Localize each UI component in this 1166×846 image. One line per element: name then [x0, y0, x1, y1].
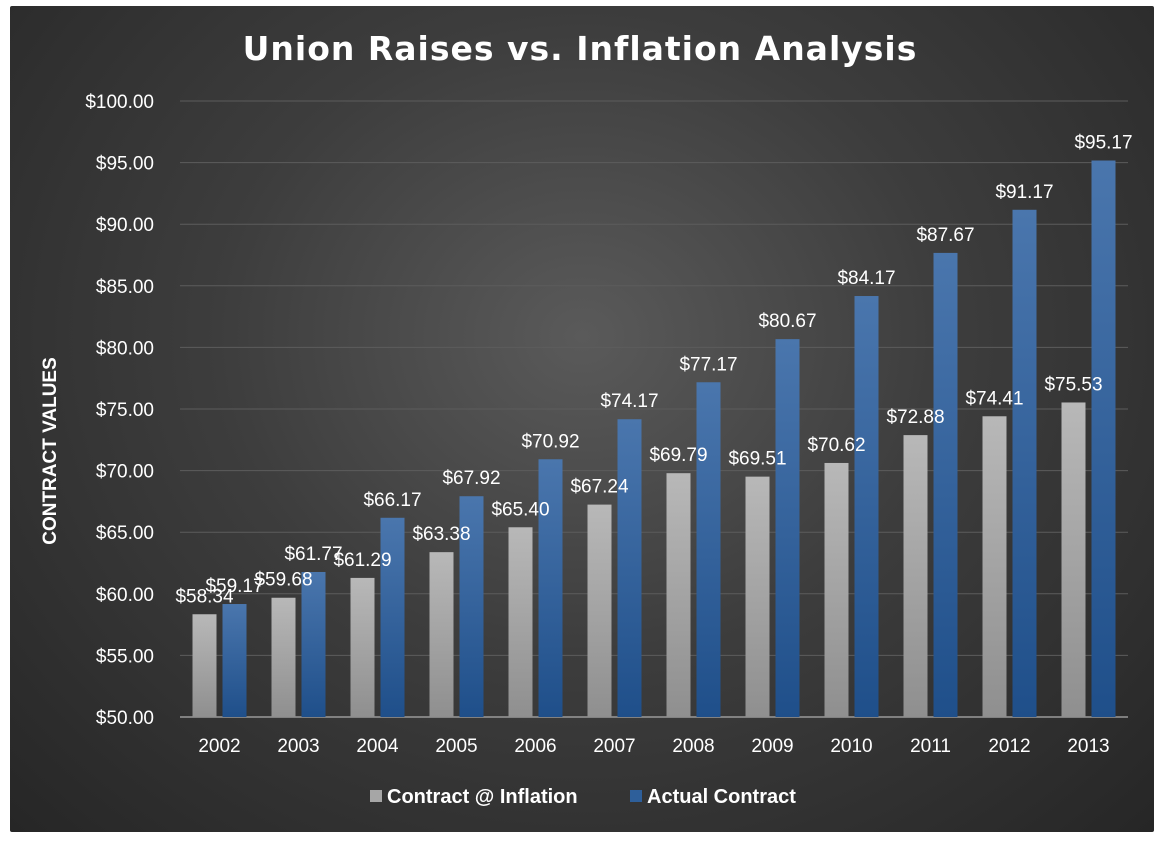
x-tick-label: 2007	[593, 736, 635, 757]
x-tick-label: 2013	[1067, 736, 1109, 757]
chart-frame: Union Raises vs. Inflation Analysis CONT…	[10, 6, 1154, 832]
data-label-contract-at-inflation: $63.38	[412, 524, 470, 545]
x-tick-label: 2006	[514, 736, 556, 757]
bar-actual-contract	[222, 604, 247, 717]
bar-actual-contract	[933, 252, 958, 718]
bar-contract-at-inflation	[745, 476, 770, 717]
bar-actual-contract	[301, 571, 326, 717]
data-label-contract-at-inflation: $59.68	[254, 570, 312, 591]
bar-actual-contract	[459, 496, 484, 717]
gridlines	[180, 100, 1128, 718]
bar-chart: Union Raises vs. Inflation Analysis CONT…	[40, 29, 1133, 808]
y-tick-label: $60.00	[96, 585, 154, 606]
bar-actual-contract	[380, 517, 405, 717]
bar-actual-contract	[617, 419, 642, 717]
y-tick-label: $80.00	[96, 338, 154, 359]
data-label-contract-at-inflation: $74.41	[965, 388, 1023, 409]
legend-label-actual-contract: Actual Contract	[647, 786, 796, 808]
x-tick-label: 2004	[356, 736, 399, 757]
y-tick-label: $65.00	[96, 523, 154, 544]
data-label-actual-contract: $66.17	[363, 490, 421, 511]
data-label-actual-contract: $77.17	[679, 354, 737, 375]
bar-actual-contract	[1012, 209, 1037, 718]
bar-actual-contract	[1091, 160, 1116, 717]
x-tick-label: 2011	[910, 736, 951, 757]
bar-contract-at-inflation	[824, 462, 849, 717]
bar-actual-contract	[775, 339, 800, 717]
legend-label-contract-at-inflation: Contract @ Inflation	[387, 786, 578, 808]
bar-actual-contract	[696, 382, 721, 717]
data-labels: $58.34$59.17$59.68 $61.77$61.29 $66.17 $63.…	[175, 133, 1132, 608]
y-tick-label: $55.00	[96, 646, 154, 667]
bar-contract-at-inflation	[350, 577, 375, 717]
data-label-actual-contract: $70.92	[521, 431, 579, 452]
bar-actual-contract	[854, 296, 879, 717]
x-tick-label: 2012	[988, 736, 1030, 757]
legend: Contract @ Inflation Actual Contract	[370, 786, 796, 808]
data-label-actual-contract: $87.67	[916, 225, 974, 246]
bar-contract-at-inflation	[903, 435, 928, 717]
data-label-contract-at-inflation: $72.88	[886, 407, 944, 428]
data-label-contract-at-inflation: $67.24	[570, 477, 629, 498]
y-axis-label: CONTRACT VALUES	[40, 357, 61, 545]
bar-contract-at-inflation	[666, 473, 691, 717]
y-tick-label: $100.00	[85, 92, 154, 113]
bar-contract-at-inflation	[1061, 402, 1086, 717]
data-label-contract-at-inflation: $61.29	[333, 550, 391, 571]
x-tick-label: 2008	[672, 736, 714, 757]
data-label-contract-at-inflation: $69.79	[649, 445, 707, 466]
data-label-actual-contract: $95.17	[1074, 133, 1132, 154]
data-label-contract-at-inflation: $69.51	[728, 449, 786, 470]
y-tick-label: $90.00	[96, 215, 154, 236]
data-label-actual-contract: $84.17	[837, 268, 895, 289]
data-label-contract-at-inflation: $58.34	[175, 586, 234, 607]
x-tick-label: 2003	[277, 736, 319, 757]
x-tick-label: 2009	[751, 736, 793, 757]
bars	[192, 160, 1116, 718]
chart-title: Union Raises vs. Inflation Analysis	[243, 29, 918, 68]
y-tick-label: $50.00	[96, 708, 154, 729]
x-tick-label: 2010	[830, 736, 872, 757]
data-label-contract-at-inflation: $75.53	[1044, 374, 1102, 395]
y-tick-label: $95.00	[96, 154, 154, 175]
axis-ticks: $50.00 $55.00 $60.00 $65.00 $70.00 $75.00 $80.…	[85, 92, 1109, 757]
x-tick-label: 2002	[198, 736, 240, 757]
data-label-actual-contract: $74.17	[600, 391, 658, 412]
y-tick-label: $85.00	[96, 277, 154, 298]
legend-swatch-actual-contract	[630, 790, 642, 802]
x-tick-label: 2005	[435, 736, 477, 757]
data-label-actual-contract: $91.17	[995, 182, 1053, 203]
data-label-contract-at-inflation: $65.40	[491, 499, 549, 520]
bar-contract-at-inflation	[587, 504, 612, 717]
y-tick-label: $75.00	[96, 400, 154, 421]
data-label-actual-contract: $67.92	[442, 468, 500, 489]
bar-contract-at-inflation	[982, 416, 1007, 717]
data-label-actual-contract: $61.77	[284, 544, 342, 565]
bar-contract-at-inflation	[192, 614, 217, 717]
bar-contract-at-inflation	[508, 527, 533, 717]
data-label-actual-contract: $59.17	[205, 576, 263, 597]
bar-actual-contract	[538, 459, 563, 717]
data-label-contract-at-inflation: $70.62	[807, 435, 865, 456]
bar-contract-at-inflation	[429, 552, 454, 717]
legend-swatch-contract-at-inflation	[370, 790, 382, 802]
bar-contract-at-inflation	[271, 597, 296, 717]
data-label-actual-contract: $80.67	[758, 311, 816, 332]
y-tick-label: $70.00	[96, 462, 154, 483]
